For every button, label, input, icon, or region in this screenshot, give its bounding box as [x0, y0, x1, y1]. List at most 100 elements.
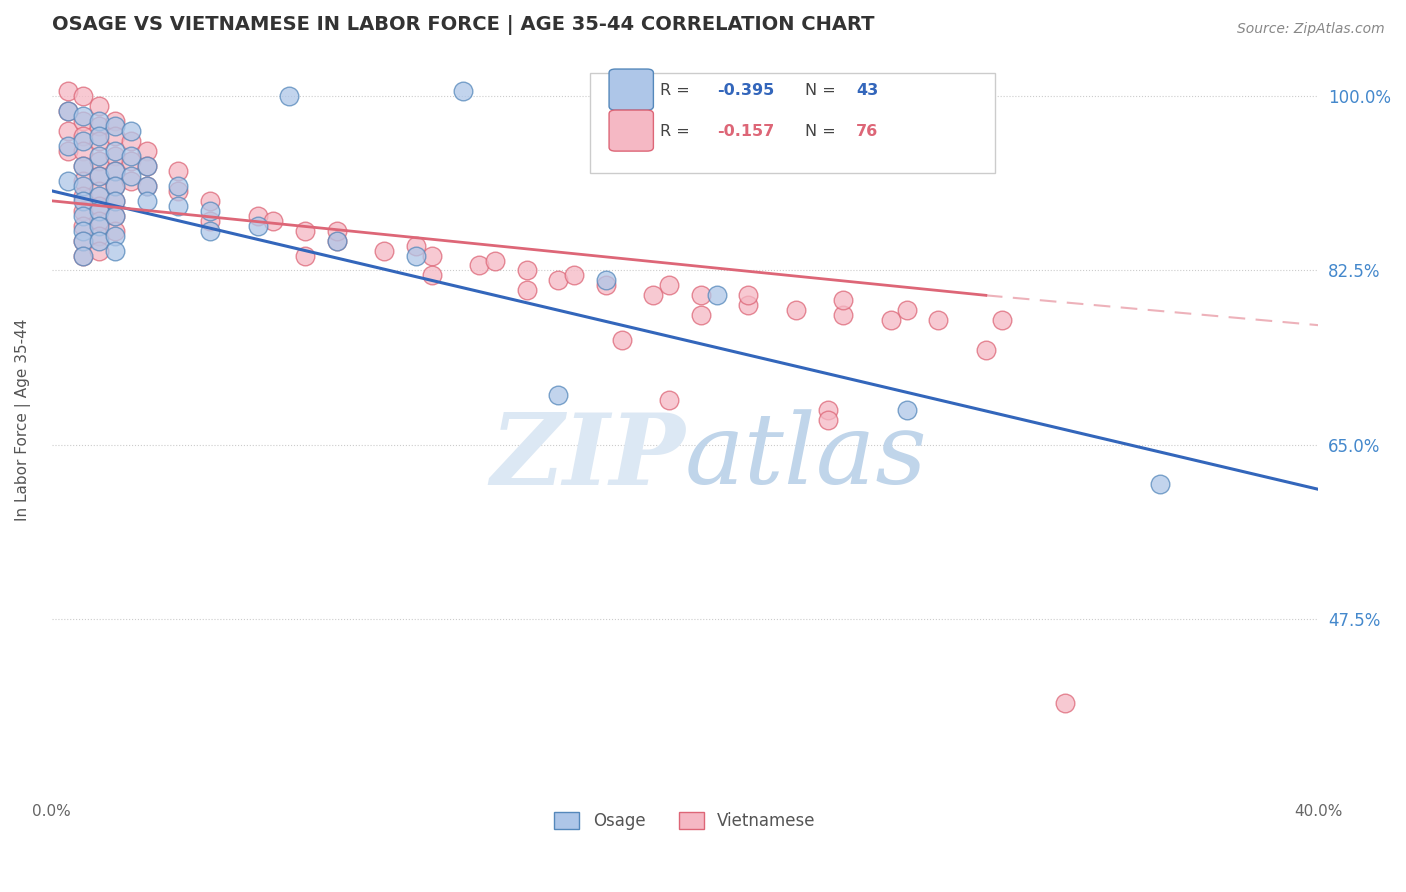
Point [832, 308, 855, 322]
Point [198, 213, 221, 227]
Point [104, 164, 127, 178]
Point [104, 228, 127, 243]
Text: -0.395: -0.395 [717, 83, 773, 98]
Point [405, 248, 427, 262]
Point [737, 288, 759, 302]
Point [89, 134, 111, 148]
Text: -0.157: -0.157 [717, 124, 773, 139]
Text: atlas: atlas [685, 409, 928, 505]
Point [516, 284, 538, 298]
Point [89, 120, 111, 134]
Point [104, 120, 127, 134]
Point [72, 159, 94, 173]
Legend: Osage, Vietnamese: Osage, Vietnamese [548, 805, 823, 837]
Point [1149, 477, 1171, 491]
Point [547, 273, 569, 287]
Point [198, 203, 221, 218]
Point [104, 194, 127, 208]
Point [1053, 696, 1076, 710]
Point [326, 224, 349, 238]
Point [246, 219, 269, 233]
Point [516, 263, 538, 277]
Point [72, 219, 94, 233]
Text: N =: N = [806, 83, 837, 98]
Text: N =: N = [806, 124, 837, 139]
Point [262, 213, 284, 227]
Text: 43: 43 [856, 83, 879, 98]
Point [326, 234, 349, 248]
Point [104, 144, 127, 158]
Point [56, 104, 79, 119]
Point [104, 164, 127, 178]
Point [104, 209, 127, 223]
Point [72, 159, 94, 173]
Point [89, 234, 111, 248]
Point [72, 109, 94, 123]
FancyBboxPatch shape [591, 73, 995, 173]
Point [104, 149, 127, 163]
Point [72, 194, 94, 208]
Point [468, 259, 491, 273]
Point [72, 178, 94, 193]
Point [643, 288, 665, 302]
Point [56, 124, 79, 138]
Point [89, 149, 111, 163]
Point [120, 154, 142, 169]
Point [89, 199, 111, 213]
Point [562, 268, 585, 283]
Point [72, 174, 94, 188]
Point [104, 244, 127, 258]
Point [595, 273, 617, 287]
Point [706, 288, 728, 302]
Point [56, 174, 79, 188]
Point [104, 129, 127, 144]
Y-axis label: In Labor Force | Age 35-44: In Labor Force | Age 35-44 [15, 318, 31, 521]
Text: 76: 76 [856, 124, 879, 139]
Point [104, 209, 127, 223]
Point [89, 129, 111, 144]
Point [135, 159, 157, 173]
Point [120, 124, 142, 138]
Point [89, 219, 111, 233]
Point [120, 149, 142, 163]
Point [817, 402, 839, 417]
Point [89, 184, 111, 198]
Point [135, 144, 157, 158]
Point [420, 248, 443, 262]
Point [198, 224, 221, 238]
Point [72, 234, 94, 248]
Point [120, 169, 142, 183]
Point [56, 84, 79, 98]
Point [104, 178, 127, 193]
Point [135, 194, 157, 208]
Point [120, 174, 142, 188]
Point [89, 213, 111, 227]
Point [880, 313, 903, 327]
Point [135, 159, 157, 173]
Point [326, 234, 349, 248]
Point [198, 194, 221, 208]
Point [72, 129, 94, 144]
Text: R =: R = [659, 83, 689, 98]
Text: OSAGE VS VIETNAMESE IN LABOR FORCE | AGE 35-44 CORRELATION CHART: OSAGE VS VIETNAMESE IN LABOR FORCE | AGE… [52, 15, 875, 35]
Point [104, 178, 127, 193]
Point [595, 278, 617, 293]
Point [832, 293, 855, 308]
FancyBboxPatch shape [609, 69, 654, 110]
Point [72, 144, 94, 158]
Point [56, 144, 79, 158]
Point [626, 95, 648, 109]
Point [167, 199, 190, 213]
Point [72, 248, 94, 262]
Point [278, 89, 301, 103]
Point [689, 288, 711, 302]
Point [405, 238, 427, 252]
Point [167, 164, 190, 178]
Point [990, 313, 1012, 327]
Point [72, 89, 94, 103]
Point [89, 114, 111, 128]
Point [56, 139, 79, 153]
Point [135, 178, 157, 193]
Point [56, 104, 79, 119]
Point [167, 184, 190, 198]
